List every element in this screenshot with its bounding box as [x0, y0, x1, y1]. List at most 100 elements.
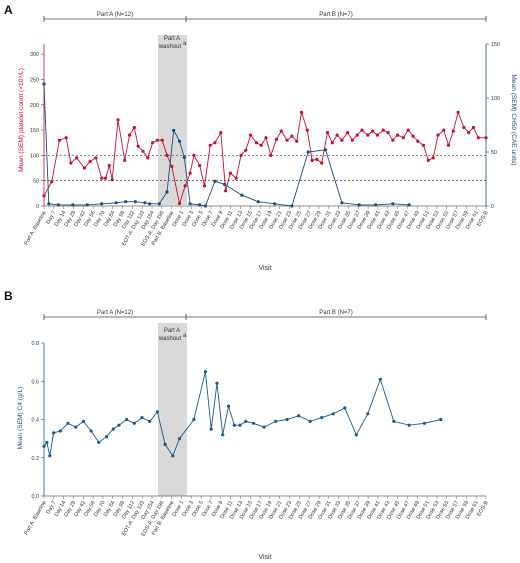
series-0-line — [43, 110, 486, 206]
series-0-point-4 — [58, 429, 62, 433]
panel-b-series — [42, 370, 443, 458]
series-0-point-8 — [89, 429, 93, 433]
series-0-point-20 — [177, 437, 182, 441]
y-tick-label-2: 100 — [30, 153, 39, 159]
series-0-point-52 — [315, 157, 319, 161]
series-0-point-28 — [192, 153, 196, 157]
series-0-point-23 — [165, 153, 169, 157]
series-0-point-31 — [262, 425, 266, 429]
series-1-point-17 — [198, 203, 202, 207]
series-0-point-43 — [407, 423, 411, 427]
series-1-point-31 — [407, 203, 411, 207]
series-0-point-57 — [340, 138, 344, 142]
series-0-point-27 — [188, 171, 192, 175]
panel-b-part-brackets — [43, 314, 487, 320]
series-1-point-5 — [100, 202, 104, 206]
series-0-point-82 — [467, 131, 471, 135]
series-0-point-49 — [299, 110, 304, 114]
series-0-point-81 — [462, 125, 466, 130]
series-0-point-15 — [140, 416, 144, 420]
panel-b-washout-line2: washout — [158, 336, 182, 342]
series-0-point-21 — [155, 138, 159, 142]
series-0-point-19 — [171, 454, 175, 458]
series-1-point-18 — [203, 204, 207, 208]
series-0-point-14 — [132, 421, 136, 425]
series-0-point-11 — [107, 163, 111, 168]
series-0-point-59 — [350, 138, 354, 142]
series-1-point-14 — [177, 139, 182, 143]
series-0-point-10 — [103, 176, 108, 180]
series-1-point-7 — [124, 200, 128, 204]
series-0-point-27 — [232, 423, 236, 427]
series-0-point-69 — [401, 136, 405, 140]
series-0-point-39 — [354, 433, 358, 437]
series-0-point-26 — [183, 184, 187, 188]
series-0-point-41 — [259, 143, 263, 147]
series-1-point-6 — [114, 201, 118, 205]
series-1-point-1 — [47, 202, 51, 206]
series-0-point-42 — [392, 419, 396, 423]
y2-tick-label-1: 50 — [491, 150, 497, 156]
y-tick-label-4: 0.8 — [32, 341, 40, 347]
series-0-point-71 — [411, 134, 415, 138]
series-0-point-73 — [421, 143, 426, 147]
series-0-point-29 — [198, 163, 202, 168]
series-0-point-26 — [226, 404, 231, 408]
panel-a-ylabel-left: Mean (SEM) platelet count (×10⁹/L) — [18, 68, 25, 172]
series-0-point-23 — [209, 427, 213, 431]
y-tick-label-3: 0.6 — [32, 379, 40, 385]
series-0-point-20 — [151, 141, 155, 145]
series-0-point-4 — [69, 161, 73, 165]
series-0-point-40 — [254, 141, 258, 145]
series-0-point-3 — [64, 136, 68, 140]
series-1-point-15 — [182, 155, 186, 159]
series-0-point-7 — [88, 159, 92, 163]
panel-a-washout-line2: washout — [158, 44, 182, 50]
series-0-point-44 — [422, 421, 427, 425]
series-0-point-12 — [117, 423, 121, 427]
panel-a-washout-shade — [158, 35, 187, 205]
series-0-point-32 — [213, 141, 217, 145]
series-0-point-9 — [97, 440, 101, 444]
series-0-point-85 — [484, 136, 488, 140]
series-0-point-65 — [381, 128, 385, 132]
y2-tick-label-0: 0 — [491, 204, 494, 210]
series-0-point-25 — [177, 201, 182, 206]
series-0-point-72 — [416, 139, 420, 143]
series-0-point-17 — [136, 144, 140, 148]
series-1-point-20 — [223, 182, 227, 186]
y-tick-label-6: 300 — [30, 52, 39, 58]
series-0-point-34 — [224, 189, 228, 193]
series-0-point-53 — [320, 161, 324, 165]
series-0-point-33 — [219, 131, 223, 135]
series-0-point-51 — [310, 158, 314, 162]
series-0-point-47 — [290, 134, 294, 138]
series-0-point-13 — [125, 417, 129, 422]
panel-b-letter: B — [4, 289, 13, 303]
panel-b-axes — [43, 343, 486, 497]
y-tick-label-2: 0.4 — [32, 418, 40, 424]
series-0-point-75 — [431, 156, 435, 160]
series-0-point-83 — [471, 125, 476, 130]
series-0-point-78 — [446, 143, 451, 147]
series-1-point-28 — [357, 203, 361, 207]
series-0-point-1 — [45, 440, 49, 444]
series-1-point-12 — [165, 190, 169, 194]
series-0-point-70 — [406, 128, 410, 132]
panel-b: B Part A (N=12) Part B (N=7) Part A wash… — [4, 289, 490, 561]
series-0-point-5 — [75, 156, 79, 160]
series-0-point-19 — [146, 156, 150, 160]
series-0-point-66 — [386, 131, 390, 135]
series-0-point-30 — [202, 184, 207, 188]
series-1-point-11 — [157, 202, 161, 206]
panel-a-washout-line1: Part A — [164, 36, 180, 42]
panel-a-part-b-label: Part B (N=7) — [319, 12, 353, 18]
x-tick-label-0: Part A: Baseline — [23, 500, 47, 536]
y-tick-label-3: 150 — [30, 128, 39, 134]
series-0-point-45 — [439, 417, 443, 422]
series-0-point-41 — [378, 377, 382, 381]
series-0-point-0 — [42, 194, 46, 198]
y-tick-label-4: 200 — [30, 103, 39, 109]
series-0-point-25 — [221, 433, 225, 437]
series-0-point-15 — [127, 133, 132, 137]
